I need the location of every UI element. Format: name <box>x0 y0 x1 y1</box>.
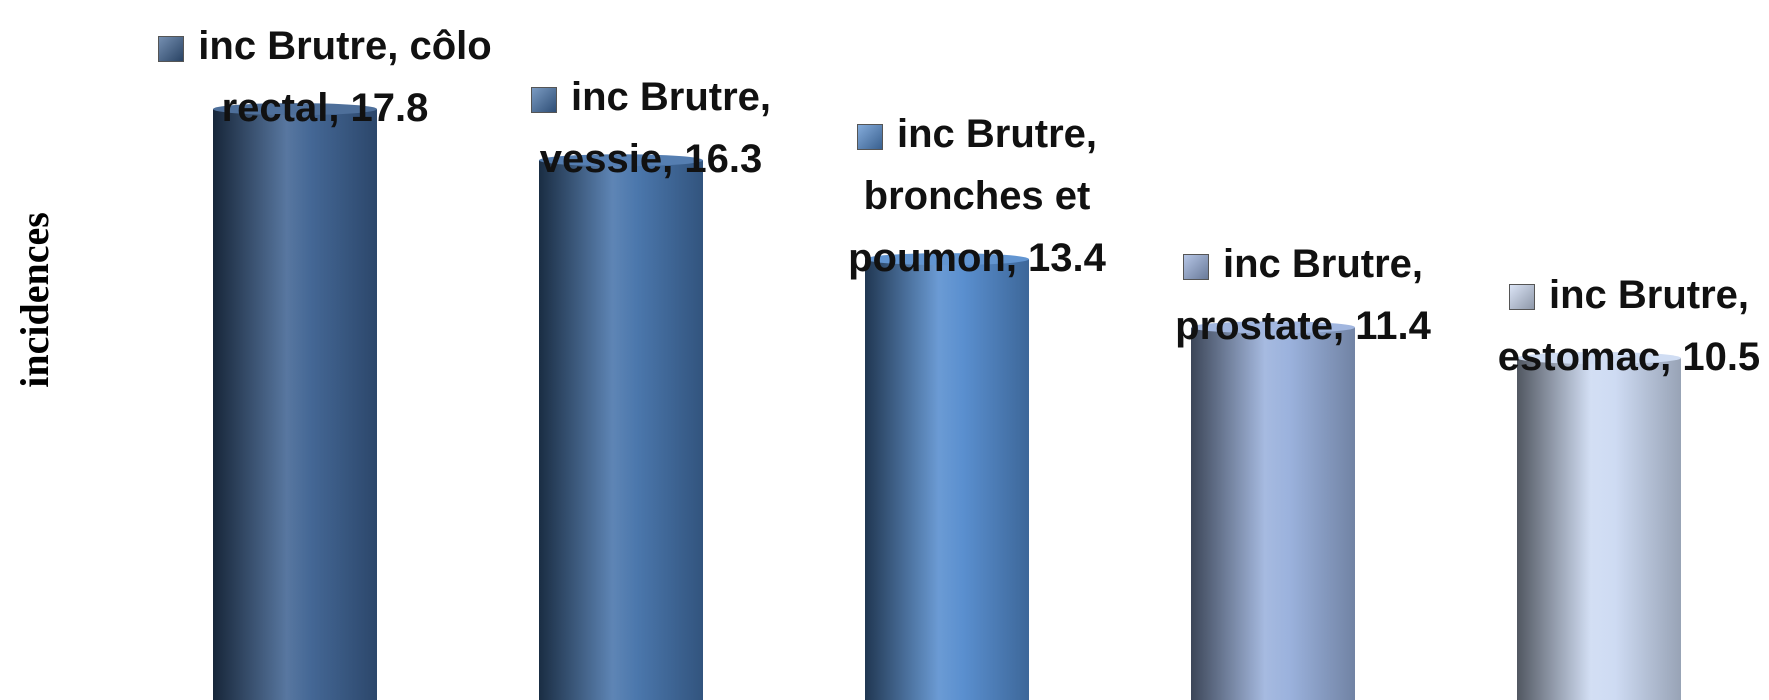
bar-top <box>1517 352 1681 364</box>
y-axis-label: incidences <box>12 212 57 388</box>
data-label: inc Brutre, bronches et poumon, 13.4 <box>807 103 1147 289</box>
legend-key <box>856 123 883 150</box>
bar-top <box>865 253 1029 266</box>
bar <box>539 160 703 700</box>
data-label: inc Brutre, vessie, 16.3 <box>481 66 821 190</box>
data-label: inc Brutre, estomac, 10.5 <box>1459 264 1769 388</box>
legend-key <box>1508 284 1535 311</box>
legend-key <box>158 35 185 62</box>
data-label-text: inc Brutre, bronches et poumon, 13.4 <box>848 112 1106 281</box>
bar <box>1517 358 1681 700</box>
data-label-text: inc Brutre, côlo rectal, 17.8 <box>198 24 492 131</box>
bar-top <box>213 103 377 116</box>
data-label-text: inc Brutre, vessie, 16.3 <box>539 75 772 182</box>
bar <box>865 259 1029 700</box>
bar-top <box>539 154 703 167</box>
data-label-text: inc Brutre, prostate, 11.4 <box>1175 242 1431 349</box>
legend-key <box>1182 253 1209 280</box>
bar <box>1191 327 1355 700</box>
bar <box>213 109 377 700</box>
legend-key <box>530 86 557 113</box>
data-label: inc Brutre, prostate, 11.4 <box>1133 233 1473 357</box>
data-label-text: inc Brutre, estomac, 10.5 <box>1497 273 1761 379</box>
bar-top <box>1191 321 1355 334</box>
data-label: inc Brutre, côlo rectal, 17.8 <box>155 15 495 139</box>
